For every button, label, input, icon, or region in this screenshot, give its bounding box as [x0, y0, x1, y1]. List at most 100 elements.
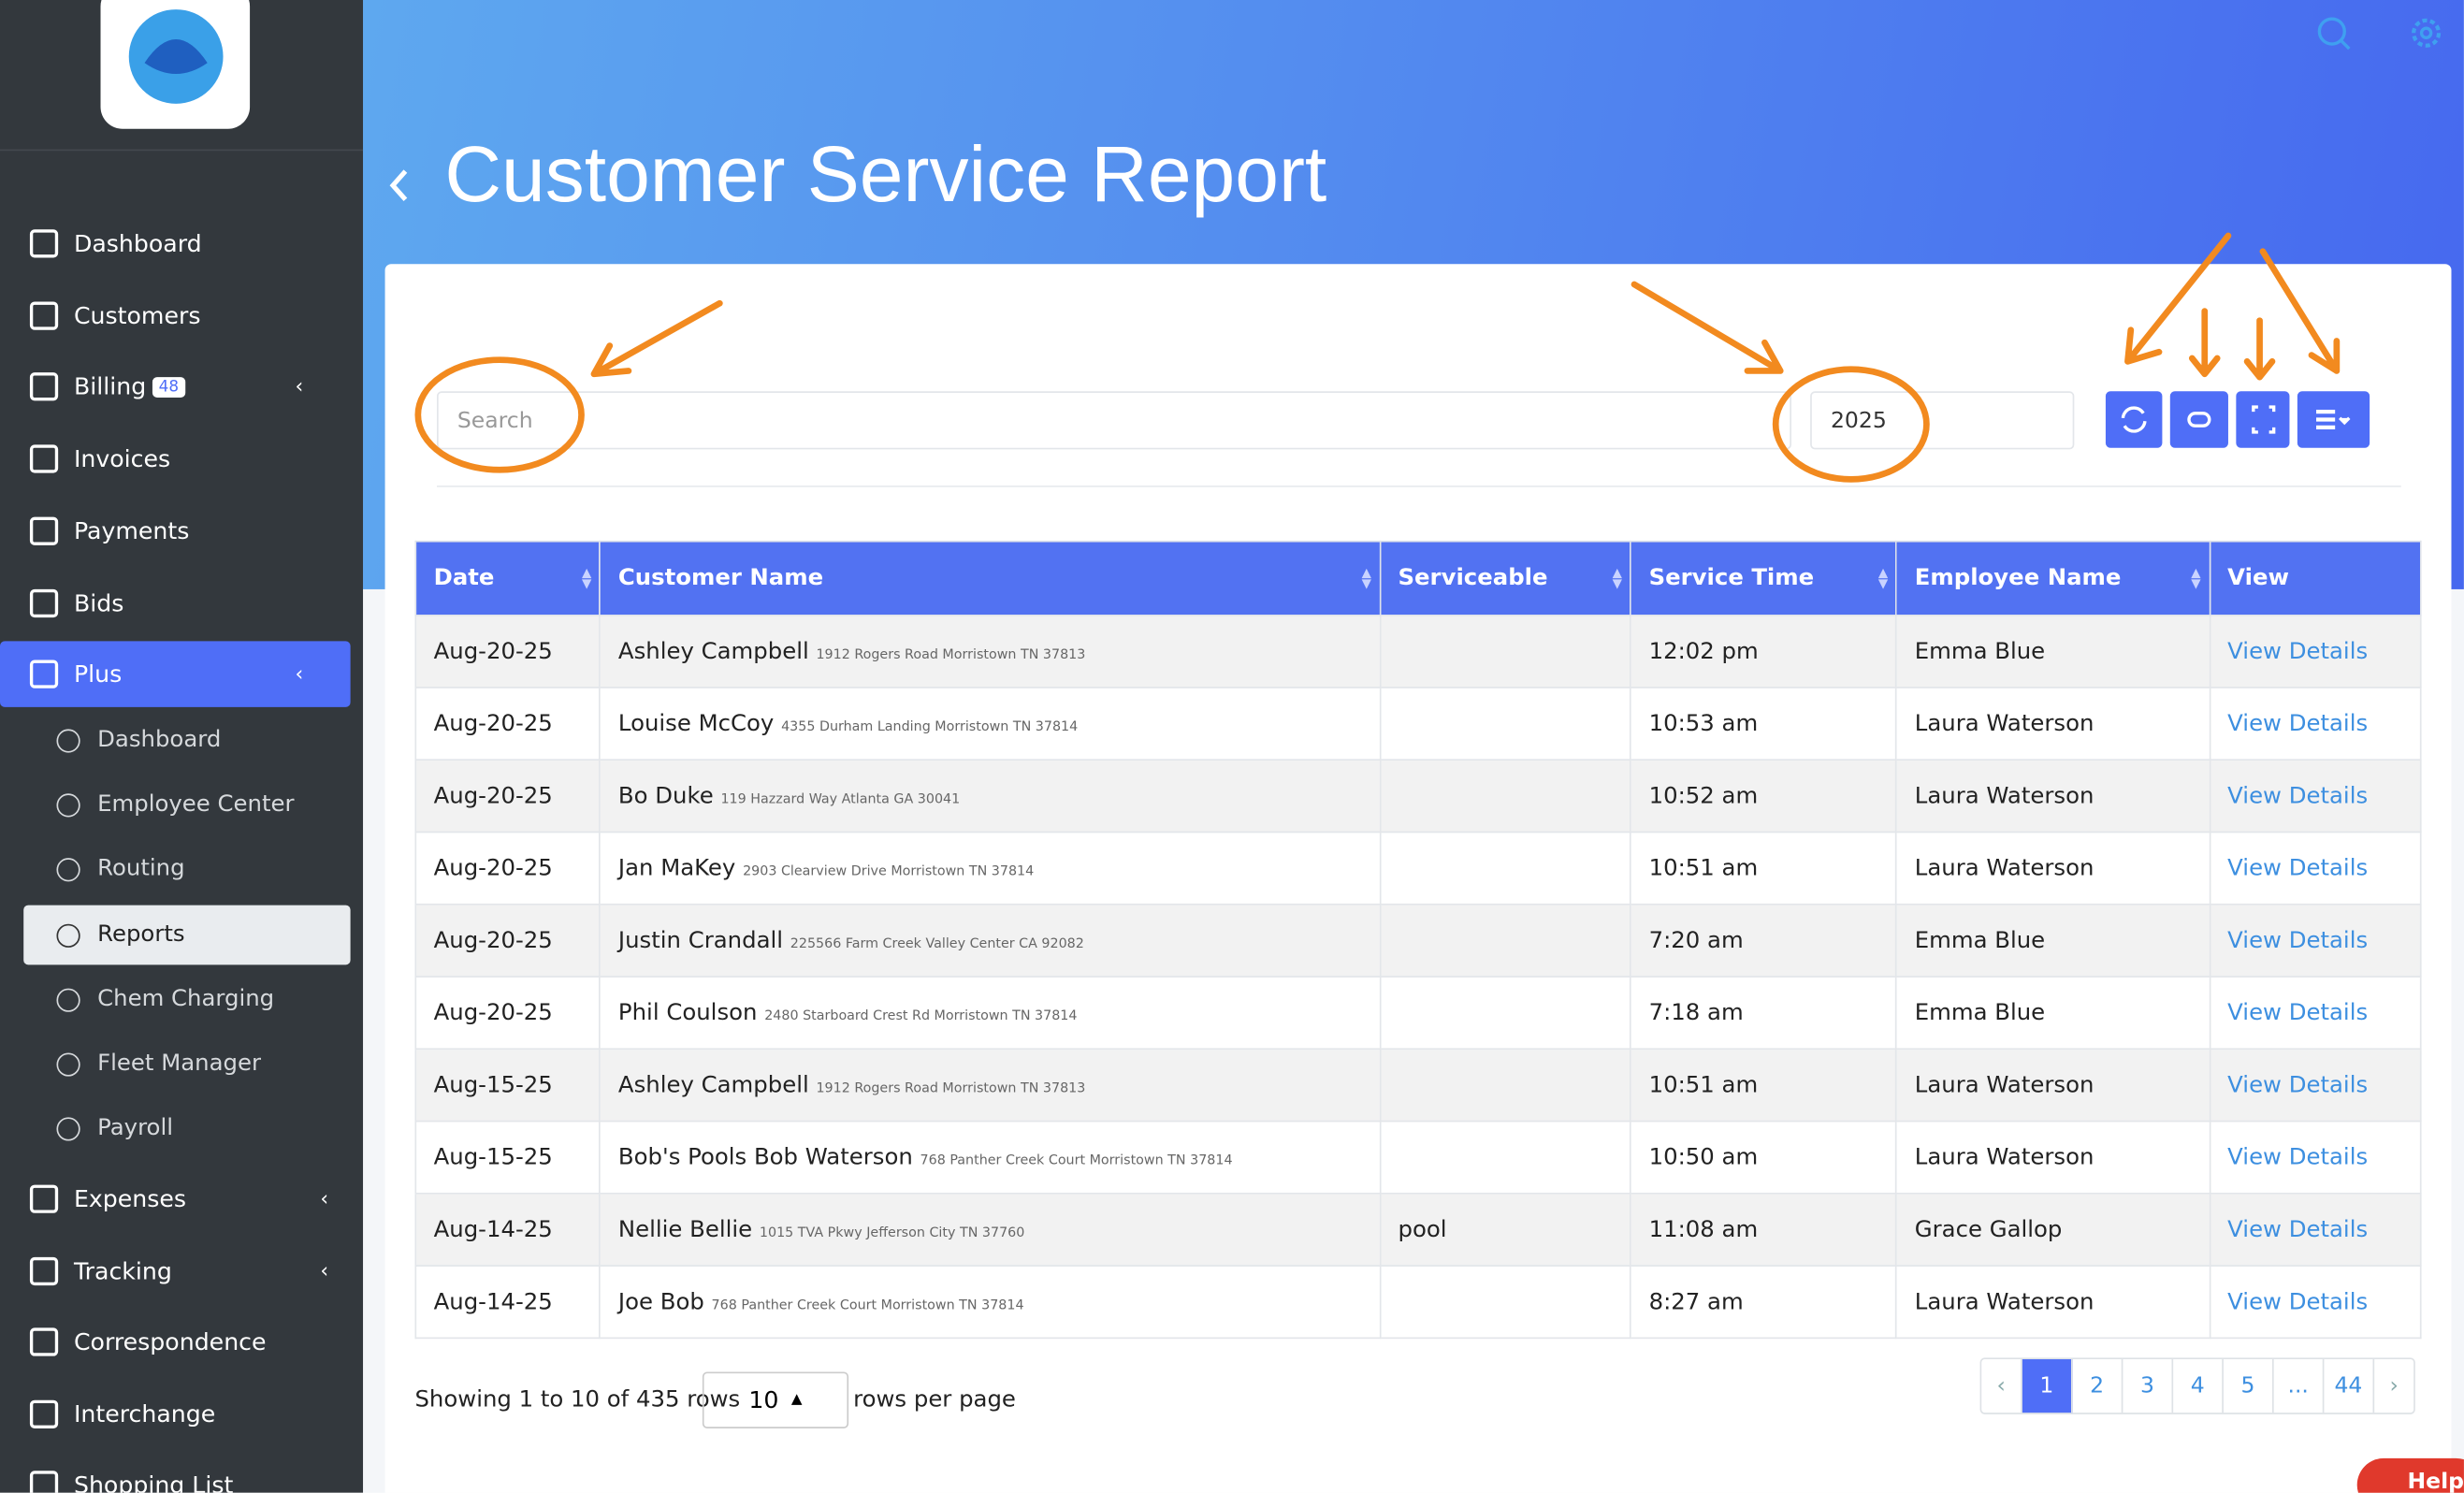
date-cell: Aug-20-25 [414, 687, 602, 761]
submenu-item[interactable]: Routing [23, 839, 350, 899]
serviceable-cell [1379, 614, 1632, 689]
menu-label: Interchange [73, 1399, 216, 1428]
employee-cell: Laura Waterson [1895, 759, 2210, 833]
page-button[interactable]: 44 [2324, 1359, 2375, 1413]
column-header[interactable]: Serviceable ▲ ▼ [1379, 540, 1632, 616]
date-cell: Aug-20-25 [414, 976, 602, 1051]
menu-item[interactable]: Invoices [0, 426, 351, 492]
customer-cell: Nellie Bellie 1015 TVA Pkwy Jefferson Ci… [599, 1192, 1382, 1267]
column-header[interactable]: Customer Name ▲ ▼ [599, 540, 1382, 616]
view-link[interactable]: View Details [2227, 855, 2369, 881]
page-button[interactable]: 1 [2022, 1359, 2073, 1413]
menu-item[interactable]: Plus ‹ [0, 641, 351, 707]
toggle-button[interactable] [2169, 391, 2228, 448]
menu-item[interactable]: Billing 48 ‹ [0, 354, 351, 420]
submenu-item[interactable]: Dashboard [23, 710, 350, 770]
column-header[interactable]: Date ▲ ▼ [414, 540, 602, 616]
sidebar: Dashboard Customers Billing 48 ‹ Invoices Paym… [0, 0, 364, 1493]
menu-label: Bids [73, 588, 124, 618]
submenu-icon [56, 987, 80, 1011]
serviceable-cell [1379, 1048, 1632, 1123]
time-cell: 10:52 am [1630, 759, 1898, 833]
menu-chevron: ‹ [320, 1259, 329, 1283]
column-label: Employee Name [1914, 565, 2122, 591]
menu-badge: 48 [152, 376, 185, 398]
customer-cell: Bo Duke 119 Hazzard Way Atlanta GA 30041 [599, 759, 1382, 833]
submenu-item[interactable]: Employee Center [23, 775, 350, 834]
submenu-item[interactable]: Fleet Manager [23, 1034, 350, 1094]
column-label: View [2227, 565, 2289, 591]
view-link[interactable]: View Details [2227, 1072, 2369, 1098]
submenu-item[interactable]: Reports [23, 905, 351, 965]
customer-cell: Jan MaKey 2903 Clearview Drive Morristow… [599, 831, 1382, 906]
refresh-button[interactable] [2105, 391, 2163, 448]
fullscreen-button[interactable] [2236, 391, 2290, 448]
column-header[interactable]: Employee Name ▲ ▼ [1895, 540, 2210, 616]
view-link[interactable]: View Details [2227, 927, 2369, 953]
employee-cell: Laura Waterson [1895, 1265, 2210, 1340]
employee-cell: Grace Gallop [1895, 1192, 2210, 1267]
page-button[interactable]: ... [2274, 1359, 2325, 1413]
column-header[interactable]: Service Time ▲ ▼ [1630, 540, 1898, 616]
search-input[interactable]: Search [436, 391, 1791, 450]
date-cell: Aug-20-25 [414, 759, 602, 833]
sort-icon: ▲ ▼ [1361, 565, 1371, 591]
view-cell: View Details [2209, 831, 2422, 906]
customer-name: Jan MaKey [617, 855, 736, 881]
customer-cell: Phil Coulson 2480 Starboard Crest Rd Mor… [599, 976, 1382, 1051]
serviceable-cell [1379, 976, 1632, 1051]
view-link[interactable]: View Details [2227, 1217, 2369, 1242]
table-row: Aug-20-25 Ashley Campbell 1912 Rogers Roa… [414, 614, 2422, 689]
submenu-icon [56, 922, 80, 948]
menu-icon [29, 1327, 59, 1356]
page-button[interactable]: 3 [2123, 1359, 2174, 1413]
menu-item[interactable]: Customers [0, 283, 351, 349]
page-button[interactable]: ‹ [1981, 1359, 2022, 1413]
view-link[interactable]: View Details [2227, 1000, 2369, 1026]
customer-address: 2903 Clearview Drive Morristown TN 37814 [743, 863, 1035, 879]
serviceable-cell [1379, 831, 1632, 906]
menu-label: Billing [73, 372, 147, 401]
employee-cell: Laura Waterson [1895, 831, 2210, 906]
page-button[interactable]: 2 [2073, 1359, 2123, 1413]
menu-icon [29, 229, 59, 258]
page-button[interactable]: › [2389, 1373, 2399, 1399]
view-link[interactable]: View Details [2227, 1144, 2369, 1170]
customer-cell: Louise McCoy 4355 Durham Landing Morrist… [599, 687, 1382, 761]
submenu-label: Fleet Manager [97, 1051, 261, 1077]
menu-item[interactable]: Dashboard [0, 210, 351, 277]
submenu-item[interactable]: Payroll [23, 1098, 350, 1158]
view-link[interactable]: View Details [2227, 1289, 2369, 1315]
customer-name: Nellie Bellie [617, 1217, 753, 1242]
menu-item[interactable]: Tracking ‹ [0, 1239, 351, 1305]
view-cell: View Details [2209, 1120, 2422, 1195]
page-button[interactable]: 5 [2224, 1359, 2274, 1413]
time-cell: 12:02 pm [1630, 614, 1898, 689]
column-label: Date [433, 565, 495, 591]
page-size-select[interactable]: 10 ▲ [702, 1371, 849, 1428]
view-link[interactable]: View Details [2227, 638, 2369, 664]
year-select[interactable]: 2025 [1810, 391, 2075, 450]
column-header[interactable]: View [2209, 540, 2422, 616]
submenu-item[interactable]: Chem Charging [23, 969, 350, 1029]
customer-name: Joe Bob [617, 1289, 704, 1315]
menu-label: Tracking [73, 1256, 172, 1286]
menu-item[interactable]: Interchange [0, 1382, 351, 1448]
table-row: Aug-20-25 Justin Crandall 225566 Farm Cre… [414, 903, 2422, 978]
menu-item[interactable]: Bids [0, 571, 351, 637]
submenu-icon [56, 857, 80, 881]
back-button[interactable] [384, 164, 415, 208]
help-button[interactable]: Help [2356, 1457, 2464, 1493]
view-link[interactable]: View Details [2227, 711, 2369, 736]
serviceable-cell [1379, 1120, 1632, 1195]
submenu-icon [56, 728, 80, 752]
view-link[interactable]: View Details [2227, 783, 2369, 809]
report-table: Date ▲ ▼ Customer Name ▲ ▼ Serviceable ▲ ▼ Servic… [414, 540, 2422, 1340]
menu-item[interactable]: Correspondence [0, 1309, 351, 1375]
menu-item[interactable]: Shopping List [0, 1452, 351, 1493]
page-button[interactable]: 4 [2173, 1359, 2224, 1413]
customer-name: Bo Duke [617, 783, 714, 809]
button-icons [2121, 405, 2351, 434]
menu-item[interactable]: Payments [0, 498, 351, 564]
menu-item[interactable]: Expenses ‹ [0, 1166, 351, 1232]
